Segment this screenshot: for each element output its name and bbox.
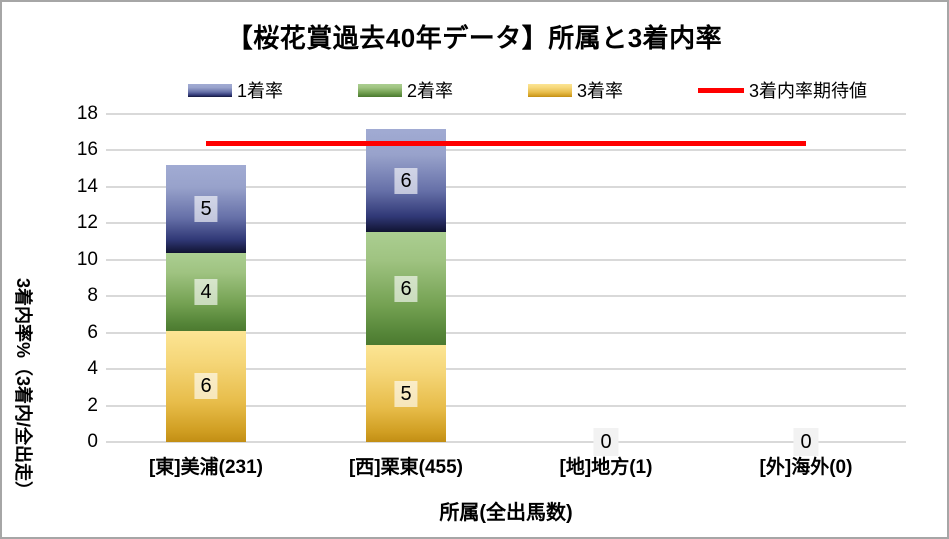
y-tick-label: 8 bbox=[87, 285, 98, 307]
legend-label: 1着率 bbox=[237, 81, 284, 101]
gridline-y-8 bbox=[106, 295, 906, 298]
gridline-y-10 bbox=[106, 258, 906, 261]
legend: 1着率 2着率 3着率 3着内率期待値 bbox=[188, 78, 867, 102]
x-tick-label: [外]海外(0) bbox=[759, 457, 853, 478]
legend-item-second-place-rate: 2着率 bbox=[358, 77, 528, 103]
expected-rate-line-swatch-icon bbox=[698, 87, 744, 93]
bar-segment-label: 6 bbox=[194, 373, 218, 400]
bar-segment-label: 5 bbox=[194, 195, 218, 222]
gridline-y-14 bbox=[106, 185, 906, 188]
y-tick-label: 16 bbox=[76, 139, 98, 161]
gridline-y-12 bbox=[106, 222, 906, 225]
legend-item-expected-rate-line: 3着内率期待値 bbox=[698, 77, 867, 103]
chart-title: 【桜花賞過去40年データ】所属と3着内率 bbox=[226, 23, 723, 53]
expected-rate-line bbox=[206, 141, 806, 147]
bar-segment-label: 5 bbox=[394, 380, 418, 407]
zero-total-label: 0 bbox=[793, 428, 819, 456]
y-tick-label: 14 bbox=[76, 175, 98, 197]
plot-area: 0 2 4 6 8 10 12 14 16 18 6 4 5 [東]美浦(231) 5 6 6 [西]栗東(455… bbox=[77, 103, 906, 478]
y-tick-label: 0 bbox=[87, 431, 98, 452]
y-tick-label: 2 bbox=[87, 394, 98, 416]
third-place-rate-swatch-icon bbox=[528, 83, 572, 97]
zero-total-label: 0 bbox=[593, 428, 619, 456]
legend-label: 3着内率期待値 bbox=[749, 81, 868, 101]
gridline-y-16 bbox=[106, 149, 906, 152]
bar-segment-label: 4 bbox=[194, 278, 218, 305]
y-tick-label: 12 bbox=[76, 212, 98, 234]
first-place-rate-swatch-icon bbox=[188, 83, 232, 97]
x-tick-label: [地]地方(1) bbox=[559, 457, 653, 478]
y-tick-label: 6 bbox=[87, 321, 98, 343]
legend-item-third-place-rate: 3着率 bbox=[528, 77, 698, 103]
legend-label: 2着率 bbox=[407, 81, 454, 101]
x-tick-label: [東]美浦(231) bbox=[148, 457, 263, 478]
y-tick-label: 4 bbox=[87, 358, 98, 380]
legend-item-first-place-rate: 1着率 bbox=[188, 77, 358, 103]
legend-label: 3着率 bbox=[577, 81, 624, 101]
x-tick-label: [西]栗東(455) bbox=[348, 457, 463, 478]
gridline-y-0 bbox=[106, 441, 906, 443]
gridline-y-18 bbox=[106, 113, 906, 115]
gridline-y-2 bbox=[106, 404, 906, 407]
gridline-y-6 bbox=[106, 331, 906, 334]
x-axis-title: 所属(全出馬数) bbox=[439, 502, 573, 524]
second-place-rate-swatch-icon bbox=[358, 83, 402, 97]
bar-segment-label: 6 bbox=[394, 167, 418, 194]
gridline-y-4 bbox=[106, 368, 906, 371]
bar-segment-label: 6 bbox=[394, 275, 418, 302]
y-tick-label: 10 bbox=[76, 248, 98, 270]
y-tick-label: 18 bbox=[76, 103, 98, 124]
